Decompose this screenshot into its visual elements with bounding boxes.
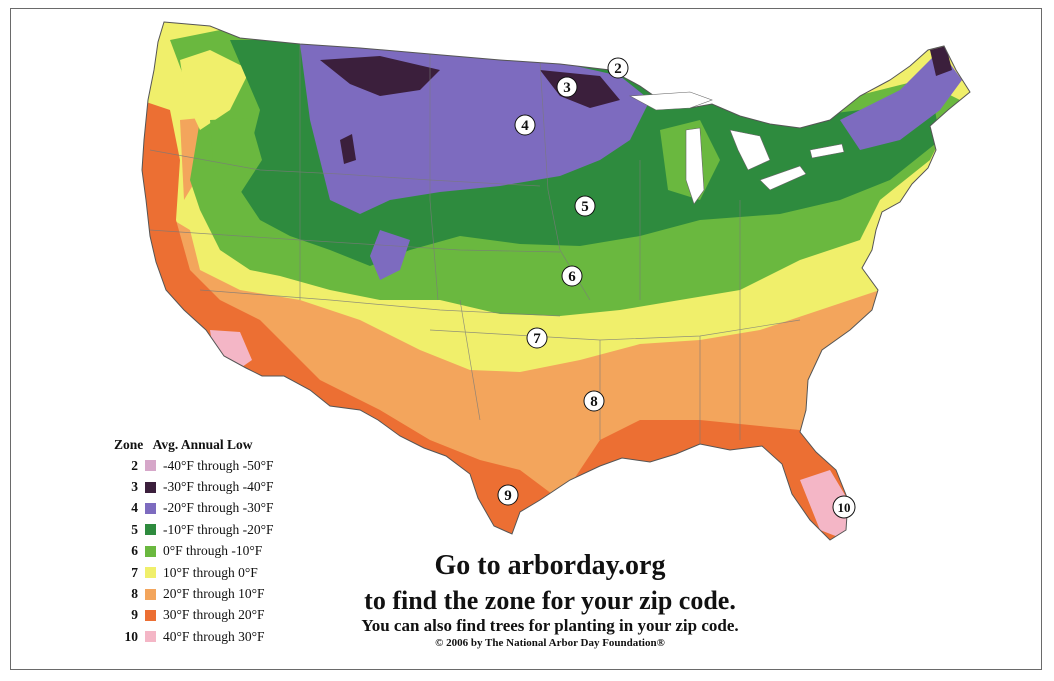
zone-marker-6: 6 — [561, 265, 583, 287]
legend-color-swatch — [145, 609, 156, 621]
svg-text:5: 5 — [581, 199, 589, 215]
zone-marker-4: 4 — [514, 114, 536, 136]
state-borders — [149, 44, 801, 450]
country-outline — [141, 21, 971, 541]
svg-text:6: 6 — [568, 269, 576, 285]
legend-zone-number: 4 — [131, 500, 138, 516]
legend-temperature-range: -20°F through -30°F — [163, 500, 274, 516]
legend-row-zone-10: 10 40°F through 30°F — [114, 626, 274, 647]
legend-temperature-range: 0°F through -10°F — [163, 543, 263, 559]
legend-color-swatch — [145, 567, 156, 579]
legend-temperature-range: -10°F through -20°F — [163, 521, 274, 537]
lake-michigan — [685, 127, 705, 205]
legend-row-zone-3: 3 -30°F through -40°F — [114, 476, 274, 497]
zone-4-region — [300, 44, 962, 280]
zone-marker-8: 8 — [583, 390, 605, 412]
legend-temperature-range: 10°F through 0°F — [163, 564, 258, 580]
svg-text:8: 8 — [590, 394, 598, 410]
legend-color-swatch — [145, 588, 156, 600]
legend: Zone Avg. Annual Low 2 -40°F through -50°… — [114, 437, 274, 648]
svg-text:9: 9 — [504, 488, 512, 504]
copyright: © 2006 by The National Arbor Day Foundat… — [435, 637, 665, 649]
legend-zone-number: 3 — [131, 479, 138, 495]
legend-temperature-range: 40°F through 30°F — [163, 628, 265, 644]
legend-header-low: Avg. Annual Low — [152, 437, 253, 452]
lake-huron — [729, 129, 771, 171]
lake-erie — [759, 165, 807, 191]
zone-marker-5: 5 — [574, 195, 596, 217]
legend-zone-number: 10 — [124, 628, 139, 644]
legend-temperature-range: -30°F through -40°F — [163, 479, 274, 495]
legend-zone-number: 5 — [131, 521, 138, 537]
legend-header-zone: Zone — [114, 437, 144, 452]
legend-temperature-range: 30°F through 20°F — [163, 607, 265, 623]
zone-marker-2: 2 — [607, 57, 629, 79]
legend-color-swatch — [145, 502, 156, 514]
legend-color-swatch — [145, 631, 156, 643]
cta-headline: Go to arborday.org — [434, 550, 666, 581]
legend-color-swatch — [145, 481, 156, 493]
svg-text:3: 3 — [563, 80, 571, 96]
legend-row-zone-8: 8 20°F through 10°F — [114, 583, 274, 604]
svg-text:10: 10 — [838, 500, 851, 515]
legend-zone-number: 6 — [131, 543, 138, 559]
legend-row-zone-6: 6 0°F through -10°F — [114, 541, 274, 562]
zone-marker-7: 7 — [526, 327, 548, 349]
legend-row-zone-7: 7 10°F through 0°F — [114, 562, 274, 583]
zone-3-region — [320, 46, 952, 164]
legend-zone-number: 8 — [131, 586, 138, 602]
svg-text:2: 2 — [614, 61, 622, 77]
legend-row-zone-2: 2 -40°F through -50°F — [114, 455, 274, 476]
svg-text:4: 4 — [521, 118, 529, 134]
legend-rows: 2 -40°F through -50°F 3 -30°F through -40°F… — [114, 455, 274, 648]
cta-note: You can also find trees for planting in … — [361, 616, 739, 635]
legend-zone-number: 2 — [131, 457, 138, 473]
svg-text:7: 7 — [533, 331, 541, 347]
great-lakes — [628, 91, 845, 205]
legend-temperature-range: 20°F through 10°F — [163, 586, 265, 602]
legend-zone-number: 9 — [131, 607, 138, 623]
cta-subheadline: to find the zone for your zip code. — [364, 586, 736, 615]
lake-superior — [628, 91, 713, 111]
legend-header: Zone Avg. Annual Low — [114, 437, 274, 453]
zone-marker-3: 3 — [556, 76, 578, 98]
legend-color-swatch — [145, 545, 156, 557]
zone-markers: 2 3 4 5 6 7 8 9 10 — [497, 57, 856, 519]
zone-marker-9: 9 — [497, 484, 519, 506]
zone-6-northwest-belt — [180, 50, 250, 130]
legend-color-swatch — [145, 460, 156, 472]
legend-row-zone-4: 4 -20°F through -30°F — [114, 498, 274, 519]
legend-zone-number: 7 — [131, 564, 138, 580]
legend-temperature-range: -40°F through -50°F — [163, 457, 274, 473]
zone-marker-10: 10 — [832, 495, 856, 519]
lake-ontario — [809, 143, 845, 159]
legend-color-swatch — [145, 524, 156, 536]
legend-row-zone-5: 5 -10°F through -20°F — [114, 519, 274, 540]
legend-row-zone-9: 9 30°F through 20°F — [114, 605, 274, 626]
